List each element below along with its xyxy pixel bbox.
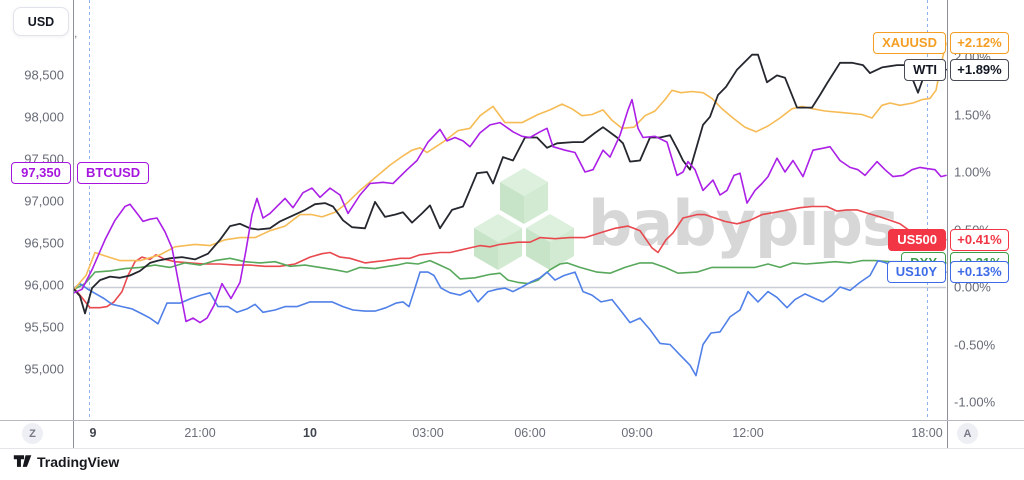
- percent-axis-border: [947, 0, 948, 448]
- time-axis-bottom-border: [0, 448, 1024, 449]
- xauusd-name-flag[interactable]: XAUUSD: [873, 32, 946, 55]
- us10y-name-flag[interactable]: US10Y: [886, 261, 946, 284]
- price-tick-label: 95,500: [24, 319, 64, 335]
- price-tick-label: 96,000: [24, 277, 64, 293]
- price-tick-label: 98,500: [24, 67, 64, 83]
- xauusd-change-flag[interactable]: +2.12%: [950, 32, 1009, 55]
- wti-change-flag[interactable]: +1.89%: [950, 58, 1009, 81]
- time-tick-label: 10: [303, 426, 317, 440]
- babypips-watermark: babypips: [472, 163, 899, 273]
- btcusd-name-flag[interactable]: BTCUSD: [77, 162, 150, 185]
- tradingview-logo-icon: [13, 455, 32, 467]
- tradingview-logo[interactable]: TradingView: [13, 453, 119, 470]
- time-tick-label: 18:00: [911, 426, 943, 440]
- time-tick-label: 9: [89, 426, 97, 440]
- partial-price-label: ,: [74, 26, 78, 40]
- us500-change-flag[interactable]: +0.41%: [950, 228, 1009, 251]
- currency-unit-button[interactable]: USD: [13, 7, 69, 36]
- price-axis-border: [73, 0, 74, 448]
- percent-tick-label: -0.50%: [954, 337, 996, 352]
- tradingview-logo-text: TradingView: [37, 453, 120, 470]
- auto-scale-button[interactable]: A: [957, 423, 978, 444]
- percent-tick-label: 1.50%: [954, 107, 991, 122]
- price-tick-label: 98,000: [24, 109, 64, 125]
- time-tick-label: 03:00: [412, 426, 444, 440]
- timezone-button[interactable]: Z: [22, 423, 43, 444]
- watermark-text: babypips: [588, 187, 899, 260]
- time-axis-border: [0, 420, 1024, 421]
- us10y-line[interactable]: [73, 259, 947, 377]
- btcusd-price-flag[interactable]: 97,350: [11, 162, 71, 185]
- us500-name-flag[interactable]: US500: [888, 228, 946, 251]
- wti-name-flag[interactable]: WTI: [904, 58, 946, 81]
- time-tick-label: 09:00: [621, 426, 653, 440]
- percent-tick-label: 0.00%: [954, 279, 991, 295]
- time-tick-label: 21:00: [184, 426, 216, 440]
- babypips-hexagon-logo: [474, 168, 574, 270]
- us10y-change-flag[interactable]: +0.13%: [950, 261, 1009, 284]
- time-tick-label: 12:00: [732, 426, 764, 440]
- time-tick-label: 06:00: [514, 426, 546, 440]
- price-tick-label: 95,000: [24, 361, 64, 377]
- percent-tick-label: 1.00%: [954, 164, 991, 180]
- price-tick-label: 96,500: [24, 235, 64, 251]
- price-tick-label: 97,000: [24, 193, 64, 209]
- percent-tick-label: -1.00%: [954, 394, 996, 410]
